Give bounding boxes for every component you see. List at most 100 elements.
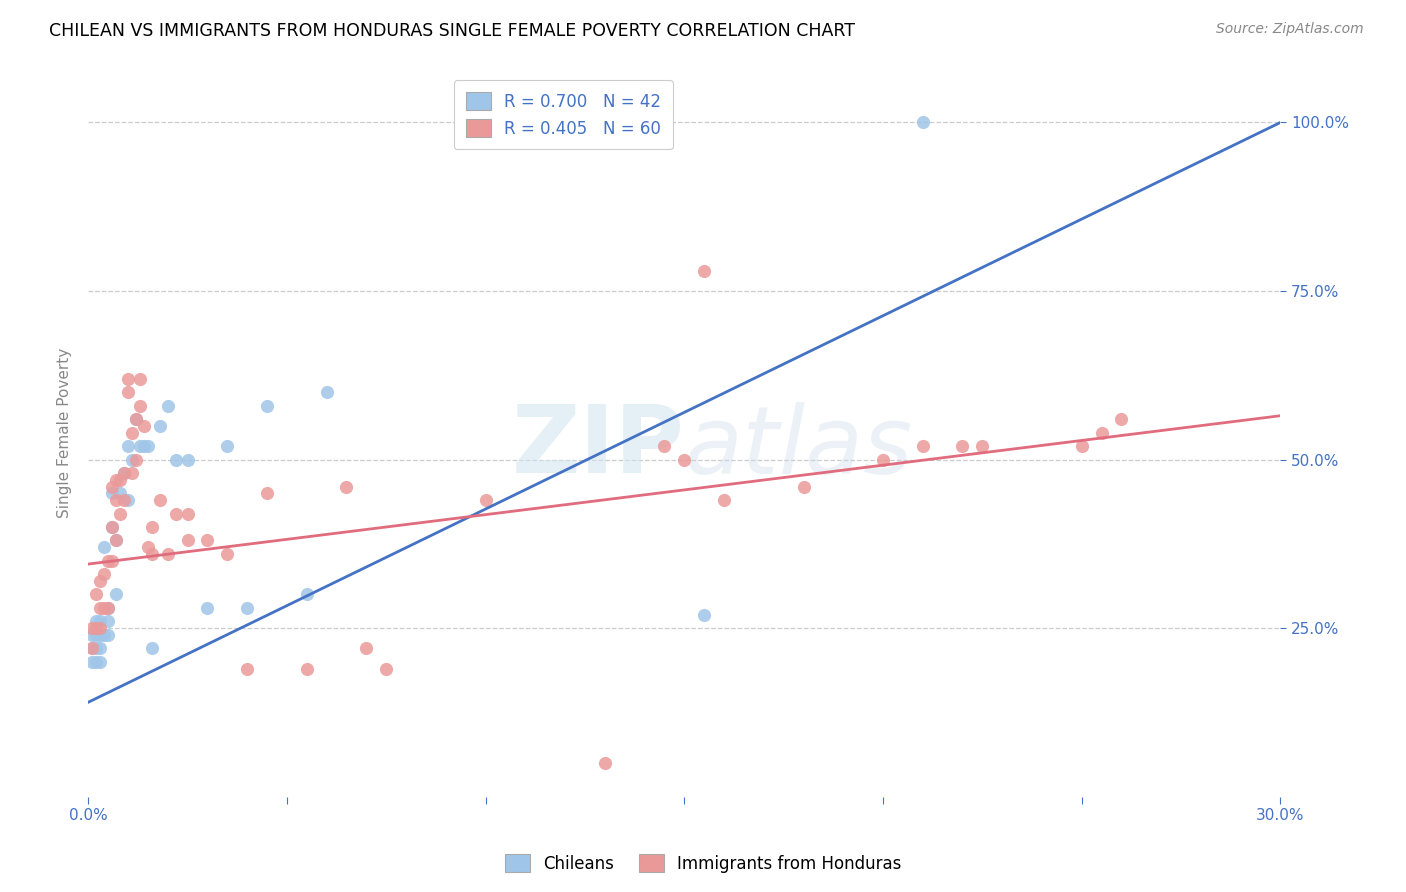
Point [112, 466, 135, 480]
Point [165, 507, 187, 521]
Point [1111, 412, 1133, 426]
Point [125, 412, 148, 426]
Point [93, 567, 115, 582]
Point [125, 452, 148, 467]
Point [89, 574, 111, 588]
Point [335, 479, 357, 493]
Point [112, 466, 135, 480]
Point [89, 641, 111, 656]
Point [195, 533, 218, 548]
Legend: R = 0.700   N = 42, R = 0.405   N = 60: R = 0.700 N = 42, R = 0.405 N = 60 [454, 80, 673, 150]
Point [101, 520, 124, 534]
Point [104, 473, 127, 487]
Point [149, 493, 172, 508]
Point [89, 628, 111, 642]
Point [82, 641, 104, 656]
Point [121, 425, 143, 440]
Point [84, 641, 107, 656]
Point [1070, 439, 1092, 453]
Point [256, 486, 278, 500]
Point [673, 452, 696, 467]
Point [93, 600, 115, 615]
Point [121, 452, 143, 467]
Point [141, 520, 163, 534]
Point [117, 385, 139, 400]
Point [104, 533, 127, 548]
Point [117, 493, 139, 508]
Point [97, 615, 120, 629]
Text: ZIP: ZIP [512, 401, 685, 493]
Point [93, 628, 115, 642]
Point [136, 439, 159, 453]
Point [474, 493, 496, 508]
Point [165, 452, 187, 467]
Point [97, 628, 120, 642]
Text: atlas: atlas [685, 401, 912, 492]
Point [89, 655, 111, 669]
Point [101, 520, 124, 534]
Point [108, 473, 131, 487]
Text: Source: ZipAtlas.com: Source: ZipAtlas.com [1216, 22, 1364, 37]
Point [97, 554, 120, 568]
Y-axis label: Single Female Poverty: Single Female Poverty [58, 348, 72, 517]
Point [128, 372, 150, 386]
Point [295, 662, 318, 676]
Point [911, 439, 934, 453]
Text: CHILEAN VS IMMIGRANTS FROM HONDURAS SINGLE FEMALE POVERTY CORRELATION CHART: CHILEAN VS IMMIGRANTS FROM HONDURAS SING… [49, 22, 855, 40]
Point [84, 628, 107, 642]
Point [141, 641, 163, 656]
Point [972, 439, 994, 453]
Point [89, 600, 111, 615]
Point [156, 399, 179, 413]
Point [315, 385, 337, 400]
Point [82, 655, 104, 669]
Point [236, 600, 259, 615]
Point [872, 452, 894, 467]
Point [84, 587, 107, 601]
Point [108, 486, 131, 500]
Point [136, 540, 159, 554]
Point [375, 662, 398, 676]
Point [97, 600, 120, 615]
Point [149, 418, 172, 433]
Point [713, 493, 735, 508]
Point [176, 507, 198, 521]
Point [104, 533, 127, 548]
Point [176, 452, 198, 467]
Point [217, 439, 239, 453]
Point [82, 621, 104, 635]
Point [125, 412, 148, 426]
Point [654, 439, 676, 453]
Point [911, 115, 934, 129]
Point [84, 615, 107, 629]
Point [84, 655, 107, 669]
Point [101, 479, 124, 493]
Point [356, 641, 378, 656]
Point [176, 533, 198, 548]
Point [84, 621, 107, 635]
Point [1090, 425, 1112, 440]
Point [82, 628, 104, 642]
Legend: Chileans, Immigrants from Honduras: Chileans, Immigrants from Honduras [498, 847, 908, 880]
Point [132, 418, 155, 433]
Point [82, 641, 104, 656]
Point [104, 493, 127, 508]
Point [236, 662, 259, 676]
Point [97, 600, 120, 615]
Point [117, 372, 139, 386]
Point [93, 540, 115, 554]
Point [195, 600, 218, 615]
Point [121, 466, 143, 480]
Point [89, 621, 111, 635]
Point [108, 507, 131, 521]
Point [792, 479, 814, 493]
Point [89, 615, 111, 629]
Point [256, 399, 278, 413]
Point [128, 399, 150, 413]
Point [101, 554, 124, 568]
Point [128, 439, 150, 453]
Point [952, 439, 974, 453]
Point [593, 756, 616, 770]
Point [117, 439, 139, 453]
Point [693, 607, 716, 622]
